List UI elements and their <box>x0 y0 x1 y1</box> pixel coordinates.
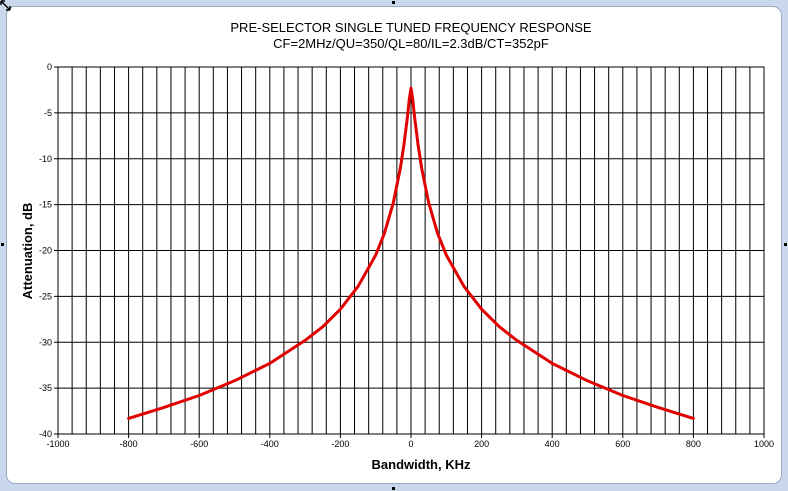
resize-handle-left[interactable] <box>1 243 4 246</box>
y-tick-label: -40 <box>39 429 52 439</box>
series-layer <box>127 86 695 420</box>
resize-handle-bottom[interactable] <box>392 487 395 490</box>
y-tick-label: -35 <box>39 383 52 393</box>
y-tick-label: -30 <box>39 337 52 347</box>
series-line <box>127 86 695 420</box>
y-tick-label: 0 <box>47 62 52 72</box>
x-tick-label: 1000 <box>754 439 774 449</box>
resize-handle-top[interactable] <box>392 1 395 4</box>
chart-subtitle: CF=2MHz/QU=350/QL=80/IL=2.3dB/CT=352pF <box>273 36 549 51</box>
x-tick-label: -200 <box>331 439 349 449</box>
y-tick-label: -15 <box>39 200 52 210</box>
grid-layer <box>58 66 764 435</box>
x-tick-label: 400 <box>545 439 560 449</box>
x-tick-label: -1000 <box>46 439 69 449</box>
x-tick-label: 0 <box>408 439 413 449</box>
resize-handle-right[interactable] <box>784 243 787 246</box>
chart-title: PRE-SELECTOR SINGLE TUNED FREQUENCY RESP… <box>230 20 592 35</box>
y-tick-label: -25 <box>39 291 52 301</box>
x-tick-label: -600 <box>190 439 208 449</box>
x-tick-label: -400 <box>261 439 279 449</box>
x-tick-label: 800 <box>686 439 701 449</box>
x-axis-label: Bandwidth, KHz <box>372 457 471 472</box>
x-tick-label: 600 <box>615 439 630 449</box>
tick-labels: -1000 -800 -600 -400 -200 0 200 400 600 800 1000 0 -… <box>39 62 774 449</box>
y-tick-label: -10 <box>39 154 52 164</box>
resize-arrow-icon[interactable] <box>0 0 12 12</box>
y-tick-label: -20 <box>39 246 52 256</box>
x-tick-label: -800 <box>120 439 138 449</box>
y-axis-label: Attenuation, dB <box>20 203 35 300</box>
y-tick-label: -5 <box>44 108 52 118</box>
x-tick-label: 200 <box>474 439 489 449</box>
